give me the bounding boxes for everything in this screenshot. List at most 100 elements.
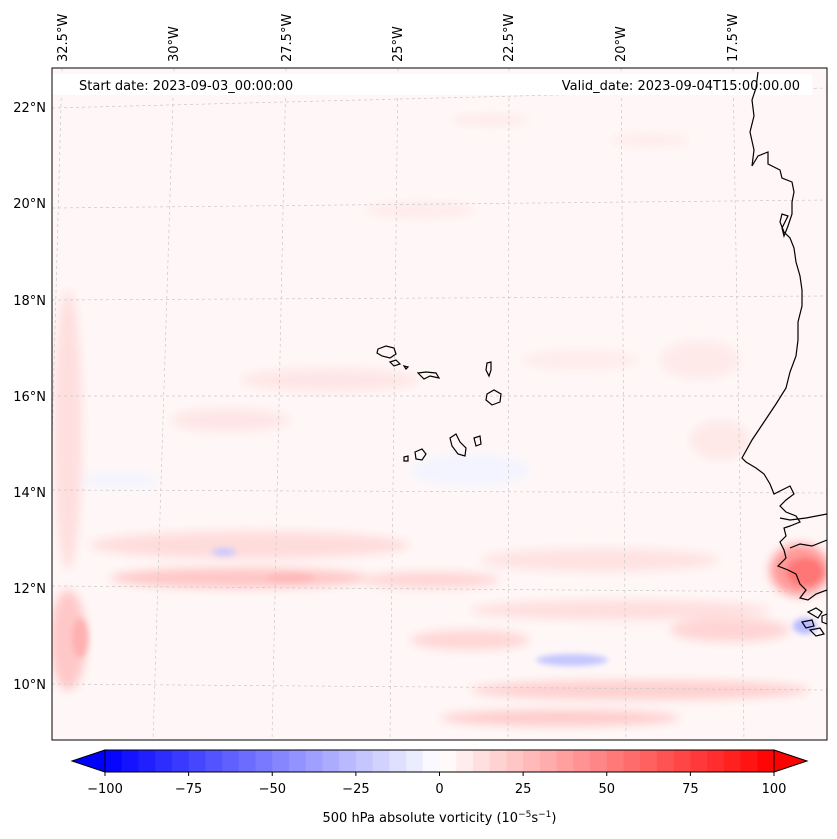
colorbar-segment	[138, 750, 156, 772]
vorticity-field	[52, 114, 827, 726]
island-fogo	[414, 448, 427, 461]
colorbar-tick-label: 25	[515, 782, 532, 797]
lon-tick-27-5w: 27.5°W	[280, 14, 295, 62]
island-santo-antao	[376, 345, 397, 359]
colorbar-segment	[406, 750, 424, 772]
colorbar-segment	[155, 750, 173, 772]
colorbar-segment	[489, 750, 507, 772]
island-boa-vista	[485, 389, 502, 406]
colorbar-segment	[372, 750, 390, 772]
colorbar-segment	[456, 750, 474, 772]
colorbar-segment	[355, 750, 374, 772]
valid-date-label: Valid_date: 2023-09-04T15:00:00.00	[562, 79, 800, 94]
coastline-bijagos-3	[808, 627, 825, 637]
colorbar-segment	[640, 750, 658, 772]
graticule	[52, 68, 827, 740]
lon-tick-17-5w: 17.5°W	[726, 14, 741, 62]
colorbar-segment	[539, 750, 558, 772]
colorbar-segment	[121, 750, 139, 772]
cape-verde-islands	[376, 345, 502, 462]
colorbar-tick-label: −25	[342, 782, 369, 797]
colorbar-segment	[205, 750, 223, 772]
colorbar-tick-label: 100	[762, 782, 787, 797]
colorbar-segment	[690, 750, 708, 772]
lat-tick-18n: 18°N	[13, 294, 46, 309]
lat-tick-12n: 12°N	[13, 582, 46, 597]
colorbar-segment	[305, 750, 323, 772]
africa-coastline	[741, 71, 827, 637]
colorbar-segment	[606, 750, 624, 772]
coastline-bijagos-1	[806, 607, 823, 619]
lat-tick-14n: 14°N	[13, 486, 46, 501]
colorbar-min-extend-arrow	[70, 749, 106, 773]
colorbar-segment	[222, 750, 240, 772]
colorbar-segment	[439, 750, 457, 772]
latitude-ticks: 22°N 20°N 18°N 16°N 14°N 12°N 10°N	[13, 101, 46, 693]
island-sao-nicolau	[416, 371, 441, 380]
colorbar-segment	[322, 750, 340, 772]
colorbar-segment	[171, 750, 190, 772]
island-santa-luzia	[402, 365, 410, 370]
colorbar-segment	[389, 750, 407, 772]
lat-tick-20n: 20°N	[13, 197, 46, 212]
colorbar-segment	[740, 750, 758, 772]
colorbar-segment	[238, 750, 257, 772]
colorbar-segment	[506, 750, 524, 772]
colorbar-segment	[523, 750, 541, 772]
coastline-bijagos-4	[821, 613, 827, 625]
colorbar-tick-labels: −100 −75 −50 −25 0 25 50 75 100	[87, 782, 786, 797]
colorbar-tick-label: 50	[599, 782, 616, 797]
colorbar-ticks	[104, 772, 775, 776]
colorbar-tick-label: −50	[259, 782, 286, 797]
lat-tick-22n: 22°N	[13, 101, 46, 116]
colorbar-segments	[105, 750, 775, 772]
island-sal	[485, 361, 492, 378]
colorbar-segment	[188, 750, 206, 772]
colorbar-title: 500 hPa absolute vorticity (10−5s−1)	[323, 810, 557, 826]
colorbar-tick-label: −75	[175, 782, 202, 797]
colorbar-segment	[623, 750, 641, 772]
coastline-bijagos-2	[801, 619, 815, 629]
lat-tick-16n: 16°N	[13, 390, 46, 405]
start-date-label: Start date: 2023-09-03_00:00:00	[79, 79, 293, 94]
colorbar-tick-label: 75	[682, 782, 699, 797]
colorbar-segment	[757, 750, 775, 772]
vorticity-field-cores	[72, 548, 823, 666]
colorbar-max-extend-arrow	[773, 749, 809, 773]
colorbar-segment	[723, 750, 742, 772]
map-panel	[52, 68, 827, 740]
colorbar-segment	[339, 750, 357, 772]
colorbar-segment	[556, 750, 574, 772]
lon-tick-30w: 30°W	[167, 26, 182, 62]
colorbar-tick-label: −100	[87, 782, 123, 797]
colorbar-segment	[472, 750, 491, 772]
colorbar-segment	[590, 750, 608, 772]
colorbar-tick-label: 0	[435, 782, 443, 797]
colorbar-segment	[288, 750, 307, 772]
island-santiago	[449, 433, 467, 457]
colorbar-segment	[673, 750, 691, 772]
coastline-main	[741, 71, 827, 601]
date-header-band	[52, 74, 812, 95]
colorbar-segment	[255, 750, 273, 772]
lon-tick-32-5w: 32.5°W	[56, 14, 71, 62]
lon-tick-25w: 25°W	[391, 26, 406, 62]
island-sao-vicente	[388, 359, 402, 367]
colorbar-segment	[422, 750, 441, 772]
colorbar-segment	[105, 750, 123, 772]
map-frame	[51, 67, 828, 741]
lat-tick-10n: 10°N	[13, 678, 46, 693]
longitude-ticks: 32.5°W 30°W 27.5°W 25°W 22.5°W 20°W 17.5…	[56, 14, 741, 62]
colorbar: −100 −75 −50 −25 0 25 50 75 100 500 hPa …	[70, 749, 809, 826]
island-maio	[473, 435, 482, 447]
lon-tick-20w: 20°W	[614, 26, 629, 62]
island-brava	[403, 455, 409, 462]
coastline-guinea-bissau	[789, 539, 827, 549]
colorbar-segment	[573, 750, 591, 772]
colorbar-segment	[656, 750, 675, 772]
lon-tick-22-5w: 22.5°W	[502, 14, 517, 62]
coastline-gambia	[779, 513, 827, 521]
colorbar-segment	[707, 750, 725, 772]
colorbar-segment	[272, 750, 290, 772]
